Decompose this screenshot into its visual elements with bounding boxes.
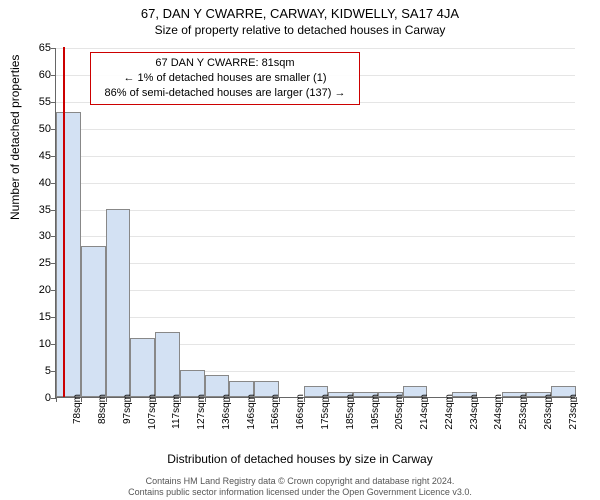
y-tick-label: 65	[26, 42, 51, 54]
x-tick-mark	[106, 397, 107, 402]
y-tick-label: 50	[26, 123, 51, 135]
gridline	[56, 263, 575, 264]
y-tick-mark	[51, 102, 56, 103]
x-tick-mark	[452, 397, 453, 402]
x-tick-mark	[427, 397, 428, 402]
gridline	[56, 210, 575, 211]
bar	[81, 246, 106, 397]
annotation-box: 67 DAN Y CWARRE: 81sqm ← 1% of detached …	[90, 52, 360, 105]
y-axis-title: Number of detached properties	[8, 55, 22, 220]
x-axis-title: Distribution of detached houses by size …	[0, 452, 600, 466]
x-tick-mark	[304, 397, 305, 402]
gridline	[56, 290, 575, 291]
x-tick-mark	[576, 397, 577, 402]
x-tick-mark	[254, 397, 255, 402]
y-tick-mark	[51, 48, 56, 49]
x-tick-mark	[130, 397, 131, 402]
y-tick-label: 25	[26, 257, 51, 269]
footer-line-1: Contains HM Land Registry data © Crown c…	[0, 476, 600, 487]
gridline	[56, 317, 575, 318]
y-tick-label: 5	[26, 365, 51, 377]
x-tick-mark	[477, 397, 478, 402]
footer-line-2: Contains public sector information licen…	[0, 487, 600, 498]
x-tick-mark	[328, 397, 329, 402]
x-tick-mark	[403, 397, 404, 402]
gridline	[56, 236, 575, 237]
x-tick-mark	[353, 397, 354, 402]
annotation-line-3: 86% of semi-detached houses are larger (…	[99, 86, 351, 101]
x-tick-mark	[551, 397, 552, 402]
annotation-line-1: 67 DAN Y CWARRE: 81sqm	[99, 56, 351, 71]
y-tick-label: 30	[26, 230, 51, 242]
y-tick-label: 40	[26, 177, 51, 189]
gridline	[56, 183, 575, 184]
chart-subtitle: Size of property relative to detached ho…	[0, 21, 600, 37]
bar	[180, 370, 205, 397]
bar	[130, 338, 155, 397]
y-tick-mark	[51, 75, 56, 76]
x-tick-mark	[229, 397, 230, 402]
x-tick-mark	[205, 397, 206, 402]
y-tick-label: 55	[26, 96, 51, 108]
annotation-line-2: ← 1% of detached houses are smaller (1)	[99, 71, 351, 86]
y-tick-label: 45	[26, 150, 51, 162]
x-tick-mark	[279, 397, 280, 402]
x-tick-mark	[56, 397, 57, 402]
chart-title: 67, DAN Y CWARRE, CARWAY, KIDWELLY, SA17…	[0, 0, 600, 21]
bar	[56, 112, 81, 397]
y-tick-label: 60	[26, 69, 51, 81]
x-tick-mark	[378, 397, 379, 402]
bar	[106, 209, 131, 397]
chart-container: 67, DAN Y CWARRE, CARWAY, KIDWELLY, SA17…	[0, 0, 600, 500]
x-tick-mark	[155, 397, 156, 402]
footer-text: Contains HM Land Registry data © Crown c…	[0, 476, 600, 499]
bar	[155, 332, 180, 397]
x-tick-mark	[81, 397, 82, 402]
y-tick-label: 0	[26, 392, 51, 404]
y-tick-label: 15	[26, 311, 51, 323]
gridline	[56, 156, 575, 157]
x-tick-mark	[180, 397, 181, 402]
gridline	[56, 129, 575, 130]
y-tick-label: 35	[26, 204, 51, 216]
y-tick-label: 20	[26, 284, 51, 296]
gridline	[56, 48, 575, 49]
highlight-line	[63, 47, 65, 397]
x-tick-mark	[526, 397, 527, 402]
x-tick-mark	[502, 397, 503, 402]
y-tick-label: 10	[26, 338, 51, 350]
